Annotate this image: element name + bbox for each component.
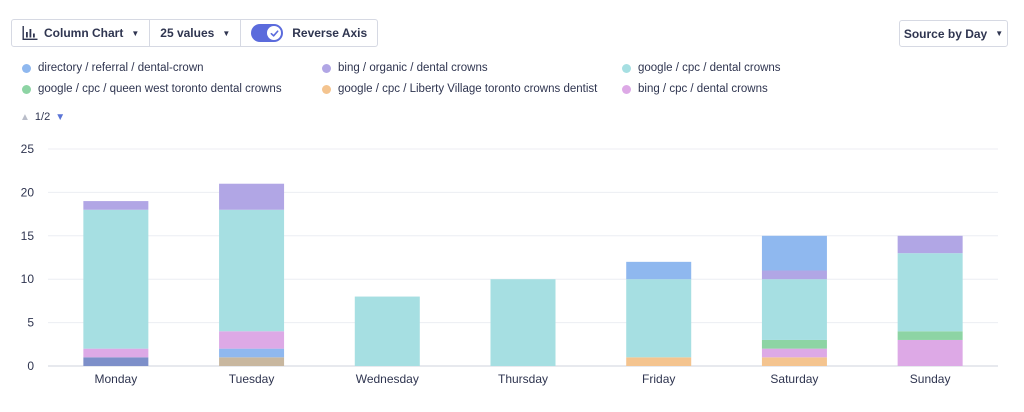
legend-label: directory / referral / dental-crown [38,62,204,74]
page-down-icon[interactable]: ▼ [55,111,66,123]
bar-segment[interactable] [83,357,149,366]
bar-segment[interactable] [219,183,285,210]
legend-swatch [322,63,331,73]
chevron-down-icon: ▼ [995,29,1004,38]
bar-segment[interactable] [626,261,692,280]
values-count-label: 25 values [160,26,215,40]
legend-label: google / cpc / queen west toronto dental… [38,83,282,95]
chart-type-button[interactable]: Column Chart ▼ [11,19,151,47]
bar-segment[interactable] [83,209,149,349]
bar-segment[interactable] [626,357,692,366]
legend-item[interactable]: bing / organic / dental crowns [322,62,488,74]
x-tick-label: Friday [642,372,675,386]
legend-item[interactable]: directory / referral / dental-crown [22,62,204,74]
legend-label: google / cpc / Liberty Village toronto c… [338,83,598,95]
bar-segment[interactable] [897,339,963,366]
legend-swatch [22,84,31,94]
bar-segment[interactable] [219,357,285,366]
bar-segment[interactable] [354,296,420,366]
page-up-icon[interactable]: ▲ [20,111,30,123]
bar-segment[interactable] [83,201,149,210]
chart-toolbar: Column Chart ▼ 25 values ▼ Reverse Axis [11,19,379,47]
bar-segment[interactable] [761,357,827,366]
bar-segment[interactable] [761,270,827,280]
legend-item[interactable]: google / cpc / dental crowns [622,62,781,74]
legend-swatch [322,84,331,94]
legend-label: bing / organic / dental crowns [338,62,488,74]
x-tick-label: Saturday [770,372,818,386]
bar-segment[interactable] [626,279,692,358]
legend-item[interactable]: bing / cpc / dental crowns [622,83,768,95]
bar-segment[interactable] [219,348,285,358]
toggle-switch[interactable] [251,24,284,42]
x-tick-label: Monday [95,372,138,386]
bar-segment[interactable] [219,331,285,349]
bar-segment[interactable] [761,348,827,358]
reverse-axis-label: Reverse Axis [292,26,368,40]
chart-type-label: Column Chart [44,26,124,40]
bar-segment[interactable] [219,209,285,332]
x-tick-label: Thursday [498,372,548,386]
legend-swatch [622,84,631,94]
x-tick-label: Sunday [910,372,951,386]
y-tick-label: 15 [21,229,35,243]
y-tick-label: 20 [21,185,35,199]
legend-swatch [22,63,31,73]
y-tick-label: 25 [21,142,35,156]
source-select-label: Source by Day [903,26,988,41]
chevron-down-icon: ▼ [222,28,231,38]
y-tick-label: 10 [21,272,35,286]
reverse-axis-toggle[interactable]: Reverse Axis [241,19,379,47]
legend-swatch [622,63,631,73]
legend-label: google / cpc / dental crowns [638,62,781,74]
bar-segment[interactable] [897,235,963,254]
x-tick-label: Wednesday [356,372,419,386]
values-count-button[interactable]: 25 values ▼ [150,19,242,47]
bar-segment[interactable] [761,279,827,340]
chevron-down-icon: ▼ [131,28,140,38]
legend-item[interactable]: google / cpc / queen west toronto dental… [22,83,282,95]
check-icon [267,26,282,40]
legend-pager: ▲ 1/2 ▼ [20,111,65,123]
column-chart-icon [22,26,38,40]
legend-label: bing / cpc / dental crowns [638,83,768,95]
bar-segment[interactable] [490,279,556,366]
y-tick-label: 5 [27,316,34,330]
bar-segment[interactable] [83,348,149,358]
legend-item[interactable]: google / cpc / Liberty Village toronto c… [322,83,597,95]
y-tick-label: 0 [27,359,34,373]
bar-segment[interactable] [897,253,963,332]
page-indicator: 1/2 [34,111,51,123]
bar-segment[interactable] [761,235,827,271]
source-by-day-select[interactable]: Source by Day ▼ [899,20,1008,47]
bar-segment[interactable] [897,331,963,340]
bar-segment[interactable] [761,339,827,349]
x-tick-label: Tuesday [229,372,275,386]
